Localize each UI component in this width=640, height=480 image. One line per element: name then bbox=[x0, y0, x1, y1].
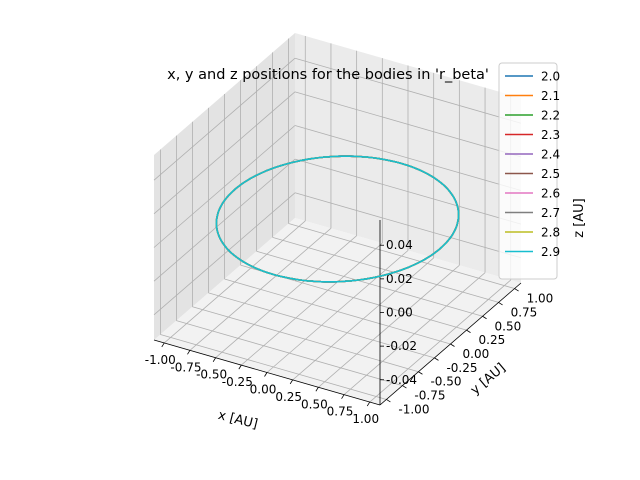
grid-line-z-back bbox=[294, 125, 522, 191]
legend: 2.0 2.1 2.2 2.3 2.4 2.5 2.6 2.7 2.8 2.9 bbox=[498, 62, 560, 280]
grid-line-y-floor bbox=[192, 306, 419, 373]
legend-label: 2.8 bbox=[541, 226, 560, 240]
y-tick-label: -0.25 bbox=[446, 361, 477, 375]
x-tick-label: 0.50 bbox=[301, 397, 328, 411]
grid-line-z-side bbox=[153, 57, 296, 181]
y-tick-mark bbox=[514, 288, 519, 292]
y-tick-label: -0.75 bbox=[414, 389, 445, 403]
grid-line-z-back bbox=[294, 91, 522, 158]
y-tick-label: 0.25 bbox=[479, 333, 506, 347]
z-tick-label: -0.04 bbox=[386, 373, 417, 387]
grid-line-y-floor bbox=[160, 334, 387, 400]
legend-label: 2.1 bbox=[541, 89, 560, 103]
grid-line-z-back bbox=[294, 57, 522, 124]
x-tick-mark bbox=[238, 364, 242, 370]
legend-box bbox=[498, 62, 558, 280]
y-tick-mark bbox=[466, 329, 471, 333]
grid-line-y-floor bbox=[224, 278, 451, 345]
grid-line-y-floor bbox=[272, 237, 499, 303]
grid-line-z-side bbox=[153, 125, 296, 248]
axis-panes bbox=[154, 33, 521, 405]
grid-line-y-floor bbox=[256, 250, 483, 317]
x-tick-mark bbox=[212, 357, 216, 362]
z-tick-label: 0.00 bbox=[386, 306, 413, 320]
axis-ticks: -1.00-0.75-0.50-0.250.000.250.500.751.00… bbox=[145, 238, 554, 426]
y-tick-label: 0.00 bbox=[463, 347, 490, 361]
y-tick-label: 1.00 bbox=[527, 292, 554, 306]
x-tick-mark bbox=[289, 379, 294, 385]
x-tick-label: 1.00 bbox=[352, 412, 379, 426]
grid-line-z-side bbox=[153, 158, 296, 282]
grid-line-z-back bbox=[294, 158, 522, 225]
x-tick-mark bbox=[187, 350, 191, 355]
x-tick-mark bbox=[161, 342, 165, 348]
x-axis-label: x [AU] bbox=[216, 408, 259, 432]
legend-label: 2.5 bbox=[541, 167, 560, 181]
z-tick-label: 0.02 bbox=[386, 272, 413, 286]
x-tick-mark bbox=[341, 394, 345, 399]
y-tick-label: -0.50 bbox=[430, 375, 461, 389]
y-tick-mark bbox=[482, 315, 487, 320]
grid-line-z-back bbox=[294, 192, 522, 259]
y-tick-mark bbox=[386, 399, 391, 403]
legend-label: 2.3 bbox=[541, 128, 560, 142]
z-tick-label: -0.02 bbox=[386, 339, 417, 353]
legend-label: 2.2 bbox=[541, 109, 560, 123]
x-tick-label: -0.75 bbox=[170, 360, 201, 374]
legend-label: 2.7 bbox=[541, 206, 560, 220]
grid-line-y-floor bbox=[176, 320, 403, 386]
y-tick-mark bbox=[498, 302, 503, 306]
x-tick-mark bbox=[315, 387, 319, 392]
legend-label: 2.4 bbox=[541, 148, 560, 162]
data-series bbox=[215, 155, 460, 283]
grid-line-y-floor bbox=[288, 223, 515, 289]
x-tick-label: -1.00 bbox=[145, 353, 176, 367]
series-line-2.9 bbox=[215, 155, 460, 283]
legend-label: 2.9 bbox=[541, 245, 560, 259]
y-tick-mark bbox=[450, 343, 455, 347]
y-tick-mark bbox=[402, 385, 407, 389]
legend-label: 2.0 bbox=[541, 70, 560, 84]
y-tick-label: 0.50 bbox=[495, 319, 522, 333]
grid-line-y-floor bbox=[208, 292, 435, 359]
x-tick-label: -0.25 bbox=[222, 375, 253, 389]
chart-title: x, y and z positions for the bodies in '… bbox=[167, 67, 489, 83]
grid-line-z-side bbox=[153, 192, 296, 316]
z-tick-label: 0.04 bbox=[386, 238, 413, 252]
y-tick-mark bbox=[434, 357, 439, 361]
legend-label: 2.6 bbox=[541, 187, 560, 201]
x-tick-label: 0.00 bbox=[250, 383, 277, 397]
grid-line-z-side bbox=[153, 91, 296, 215]
x-tick-label: 0.75 bbox=[327, 405, 354, 419]
x-tick-mark bbox=[264, 372, 268, 377]
x-tick-label: -0.50 bbox=[196, 368, 227, 382]
x-tick-mark bbox=[366, 401, 371, 407]
y-tick-label: 0.75 bbox=[511, 305, 538, 319]
y-tick-label: -1.00 bbox=[398, 402, 429, 416]
z-axis-label: z [AU] bbox=[572, 198, 587, 238]
grid-lines bbox=[153, 35, 522, 403]
x-tick-label: 0.25 bbox=[275, 390, 302, 404]
y-tick-mark bbox=[418, 371, 423, 375]
